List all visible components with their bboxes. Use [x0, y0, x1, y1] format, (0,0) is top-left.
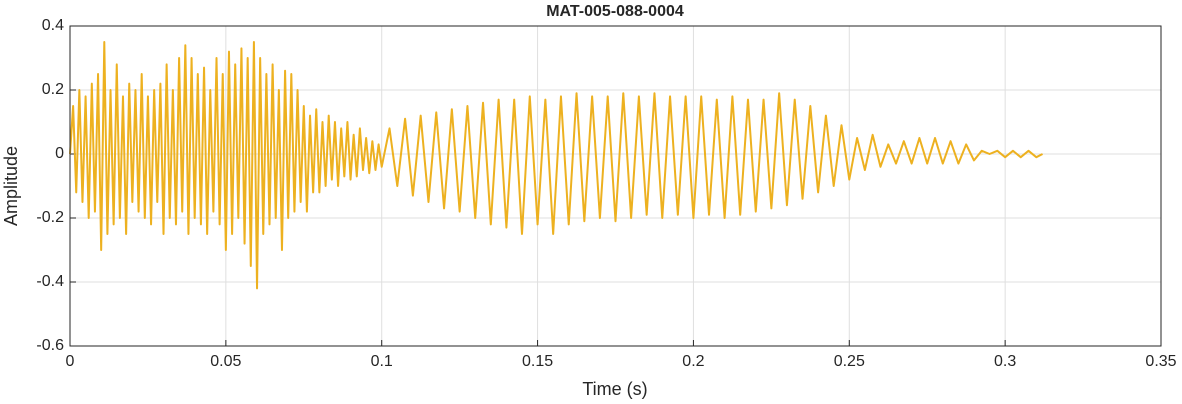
x-tick-label: 0.35: [1145, 353, 1176, 370]
x-tick-label: 0.1: [371, 353, 393, 370]
y-tick-label: 0.2: [42, 81, 64, 98]
y-tick-label: -0.4: [36, 273, 64, 290]
y-tick-label: 0: [55, 145, 64, 162]
x-tick-label: 0.3: [994, 353, 1016, 370]
y-tick-label: -0.6: [36, 337, 64, 354]
x-tick-label: 0.25: [834, 353, 865, 370]
y-tick-label: -0.2: [36, 209, 64, 226]
x-tick-label: 0.15: [522, 353, 553, 370]
y-axis-label: Amplitude: [1, 146, 21, 226]
waveform-line: [69, 41, 1044, 290]
plot: [69, 41, 1044, 290]
x-tick-label: 0.05: [210, 353, 241, 370]
x-tick-label: 0: [66, 353, 75, 370]
x-axis-label: Time (s): [582, 379, 647, 399]
axes-box: [69, 25, 1162, 347]
y-tick-label: 0.4: [42, 17, 64, 34]
chart-title: MAT-005-088-0004: [546, 3, 684, 20]
x-tick-label: 0.2: [682, 353, 704, 370]
